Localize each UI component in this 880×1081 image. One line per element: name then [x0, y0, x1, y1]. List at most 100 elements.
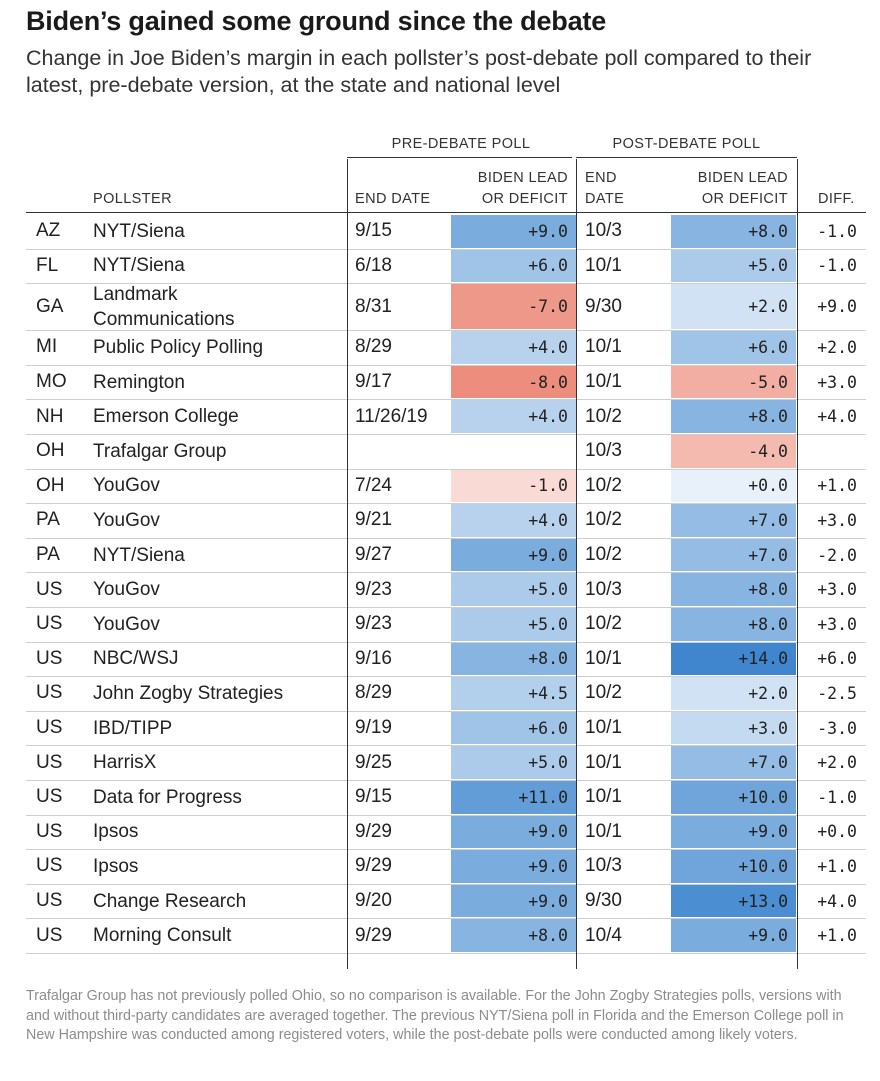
- pre-lead-cell: +9.0: [528, 822, 568, 842]
- post-lead-shade: [671, 400, 796, 433]
- post-end-date-cell: 10/1: [585, 751, 622, 773]
- post-lead-shade: [671, 249, 796, 283]
- pollster-cell: YouGov: [93, 475, 160, 497]
- table-row: PA NYT/Siena 9/27 +9.0 10/2 +7.0 -2.0: [26, 538, 866, 574]
- header-post-end-date-line1: END: [585, 170, 617, 186]
- state-cell: US: [36, 717, 63, 739]
- pre-lead-shade: [451, 365, 576, 399]
- pre-end-date-cell: 9/15: [355, 786, 392, 808]
- pre-lead-cell: -7.0: [528, 297, 568, 317]
- post-lead-shade: [671, 711, 796, 745]
- pollster-cell: NYT/Siena: [93, 544, 185, 566]
- table-row: US YouGov 9/23 +5.0 10/2 +8.0 +3.0: [26, 607, 866, 643]
- post-lead-cell: +10.0: [738, 856, 788, 876]
- pre-lead-shade: [451, 781, 576, 814]
- table-row: US HarrisX 9/25 +5.0 10/1 +7.0 +2.0: [26, 745, 866, 781]
- diff-cell: -2.5: [817, 683, 857, 703]
- pollster-cell: Ipsos: [93, 855, 139, 877]
- state-cell: US: [36, 786, 63, 808]
- diff-cell: -3.0: [817, 718, 857, 738]
- table-row: US Change Research 9/20 +9.0 9/30 +13.0 +4.0: [26, 884, 866, 920]
- pollster-cell: Ipsos: [93, 821, 139, 843]
- post-lead-shade: [671, 284, 796, 330]
- state-cell: US: [36, 820, 63, 842]
- post-lead-cell: +14.0: [738, 649, 788, 669]
- pre-end-date-cell: 9/29: [355, 855, 392, 877]
- state-cell: US: [36, 578, 63, 600]
- pre-lead-cell: +6.0: [528, 718, 568, 738]
- state-cell: US: [36, 682, 63, 704]
- chart-title: Biden’s gained some ground since the deb…: [26, 6, 607, 36]
- pollster-cell: Morning Consult: [93, 925, 232, 947]
- post-debate-group-rule: [576, 157, 797, 158]
- state-cell: GA: [36, 295, 64, 317]
- post-end-date-cell: 10/3: [585, 220, 622, 242]
- post-lead-cell: +6.0: [748, 337, 788, 357]
- diff-cell: [801, 434, 857, 469]
- table-row: US NBC/WSJ 9/16 +8.0 10/1 +14.0 +6.0: [26, 642, 866, 678]
- pre-lead-shade: [451, 746, 576, 779]
- post-lead-cell: +9.0: [748, 926, 788, 946]
- table-row: US Morning Consult 9/29 +8.0 10/4 +9.0 +1.0: [26, 918, 866, 954]
- header-post-lead: BIDEN LEAD OR DEFICIT: [671, 168, 788, 210]
- pre-lead-cell: +6.0: [528, 256, 568, 276]
- post-lead-shade: [671, 573, 796, 606]
- state-cell: MO: [36, 371, 67, 393]
- pre-end-date-cell: 9/27: [355, 544, 392, 566]
- pre-lead-cell: +9.0: [528, 856, 568, 876]
- pre-lead-shade: [451, 815, 576, 849]
- pre-lead-shade: [451, 400, 576, 433]
- state-cell: US: [36, 890, 63, 912]
- post-end-date-cell: 9/30: [585, 295, 622, 317]
- post-lead-cell: -4.0: [748, 441, 788, 461]
- divider-pre-left: [347, 159, 348, 969]
- pollster-cell: Remington: [93, 371, 185, 393]
- pre-end-date-cell: 9/29: [355, 924, 392, 946]
- pre-lead-shade: [451, 469, 576, 503]
- pollster-cell: Emerson College: [93, 406, 239, 428]
- header-pollster: POLLSTER: [93, 191, 172, 207]
- post-end-date-cell: 10/3: [585, 855, 622, 877]
- post-lead-cell: +2.0: [748, 297, 788, 317]
- table-top-rule: [26, 212, 866, 213]
- post-debate-group-header: POST-DEBATE POLL: [612, 136, 761, 152]
- pre-lead-cell: +5.0: [528, 614, 568, 634]
- pre-lead-cell: +4.5: [528, 683, 568, 703]
- pre-lead-shade: [451, 215, 576, 248]
- pre-end-date-cell: 8/31: [355, 295, 392, 317]
- pre-lead-shade: [451, 884, 576, 918]
- diff-cell: +3.0: [817, 372, 857, 392]
- pollster-cell: John Zogby Strategies: [93, 682, 284, 704]
- table-row: FL NYT/Siena 6/18 +6.0 10/1 +5.0 -1.0: [26, 249, 866, 285]
- pollster-cell: YouGov: [93, 579, 160, 601]
- diff-cell: -2.0: [817, 545, 857, 565]
- post-end-date-cell: 10/2: [585, 405, 622, 427]
- table-row: OH YouGov 7/24 -1.0 10/2 +0.0 +1.0: [26, 469, 866, 505]
- post-end-date-cell: 10/1: [585, 254, 622, 276]
- pollster-cell: YouGov: [93, 509, 160, 531]
- header-post-lead-line2: OR DEFICIT: [701, 191, 788, 207]
- pollster-cell: NYT/Siena: [93, 255, 185, 277]
- state-cell: PA: [36, 509, 60, 531]
- state-cell: OH: [36, 440, 65, 462]
- pre-lead-cell: [451, 434, 568, 469]
- pre-lead-cell: +5.0: [528, 580, 568, 600]
- post-end-date-cell: 10/3: [585, 440, 622, 462]
- pre-lead-shade: [451, 538, 576, 572]
- pre-end-date-cell: 9/29: [355, 820, 392, 842]
- table-row: US IBD/TIPP 9/19 +6.0 10/1 +3.0 -3.0: [26, 711, 866, 747]
- pre-lead-cell: +9.0: [528, 891, 568, 911]
- table-row: PA YouGov 9/21 +4.0 10/2 +7.0 +3.0: [26, 503, 866, 539]
- pre-end-date-cell: 9/16: [355, 647, 392, 669]
- pre-end-date-cell: 7/24: [355, 474, 392, 496]
- state-cell: US: [36, 647, 63, 669]
- post-end-date-cell: 10/2: [585, 509, 622, 531]
- post-end-date-cell: 10/2: [585, 544, 622, 566]
- post-lead-cell: +5.0: [748, 256, 788, 276]
- post-lead-shade: [671, 919, 796, 952]
- state-cell: AZ: [36, 220, 61, 242]
- post-lead-cell: -5.0: [748, 372, 788, 392]
- pre-lead-shade: [451, 642, 576, 676]
- pre-lead-cell: -8.0: [528, 372, 568, 392]
- state-cell: FL: [36, 254, 59, 276]
